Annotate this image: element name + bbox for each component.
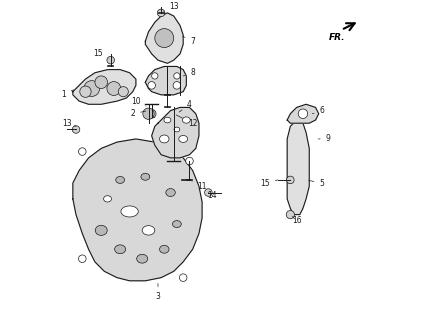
Text: 13: 13 [164, 2, 179, 12]
Circle shape [205, 189, 212, 196]
Ellipse shape [103, 196, 111, 202]
Polygon shape [145, 13, 183, 63]
Circle shape [173, 82, 181, 89]
Ellipse shape [114, 245, 126, 254]
Ellipse shape [174, 127, 180, 132]
Circle shape [179, 274, 187, 281]
Circle shape [72, 126, 80, 133]
Circle shape [118, 87, 128, 97]
Text: 6: 6 [312, 106, 324, 115]
Text: 8: 8 [183, 68, 195, 77]
Text: 11: 11 [192, 181, 207, 191]
Circle shape [84, 81, 99, 96]
Ellipse shape [183, 117, 190, 123]
Ellipse shape [141, 173, 150, 180]
Ellipse shape [116, 176, 125, 183]
Ellipse shape [95, 225, 107, 236]
Circle shape [143, 108, 154, 119]
Text: 5: 5 [309, 179, 324, 188]
Circle shape [79, 148, 86, 155]
Text: 3: 3 [156, 284, 160, 301]
Circle shape [152, 73, 158, 79]
Polygon shape [287, 120, 309, 215]
Circle shape [298, 109, 308, 118]
Polygon shape [152, 108, 199, 158]
Circle shape [107, 56, 114, 64]
Text: 14: 14 [207, 191, 216, 200]
Ellipse shape [137, 254, 148, 263]
Ellipse shape [172, 220, 181, 228]
Ellipse shape [160, 245, 169, 253]
Ellipse shape [164, 117, 171, 123]
Circle shape [80, 86, 91, 97]
Text: 7: 7 [183, 36, 195, 46]
Text: 13: 13 [62, 119, 76, 128]
Polygon shape [73, 139, 202, 281]
Text: 1: 1 [61, 90, 73, 99]
Ellipse shape [160, 135, 169, 143]
Circle shape [79, 255, 86, 262]
Circle shape [174, 73, 180, 79]
Ellipse shape [166, 188, 175, 196]
Text: 4: 4 [179, 100, 192, 112]
Text: 2: 2 [130, 109, 146, 118]
Text: 12: 12 [176, 115, 198, 128]
Polygon shape [145, 67, 187, 95]
Circle shape [107, 82, 121, 95]
Text: 15: 15 [260, 179, 278, 188]
Circle shape [147, 109, 156, 118]
Text: 15: 15 [93, 49, 108, 59]
Circle shape [286, 176, 294, 184]
Text: 10: 10 [131, 97, 146, 106]
Circle shape [95, 76, 107, 89]
Text: 16: 16 [292, 216, 301, 225]
Circle shape [157, 9, 165, 17]
Ellipse shape [142, 226, 155, 235]
Circle shape [286, 211, 294, 219]
Polygon shape [73, 70, 136, 104]
Text: FR.: FR. [328, 33, 345, 42]
Text: 9: 9 [318, 134, 331, 143]
Polygon shape [287, 104, 319, 123]
Circle shape [155, 28, 174, 48]
Circle shape [186, 157, 193, 165]
Circle shape [148, 82, 156, 89]
Ellipse shape [179, 135, 187, 142]
Ellipse shape [121, 206, 138, 217]
